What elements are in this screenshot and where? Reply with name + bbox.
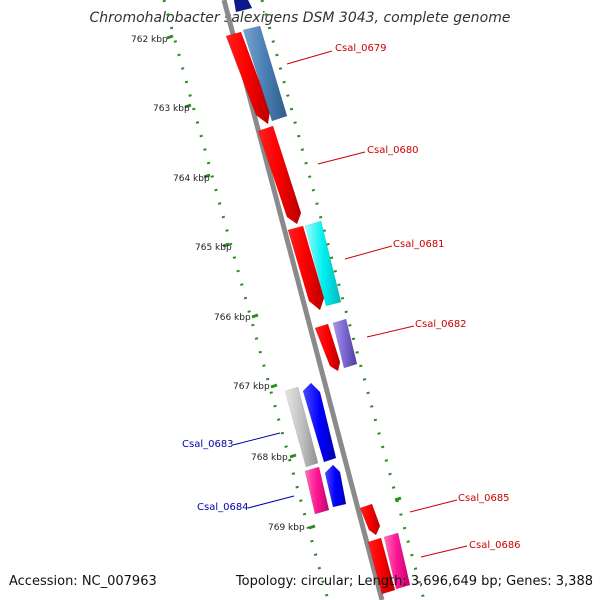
scale-tick (166, 34, 174, 40)
scale-track-dots-left (162, 0, 330, 600)
scale-ticks (166, 34, 402, 530)
gene-label-csal0679[interactable]: Csal_0679 (335, 43, 387, 54)
accession-label: Accession: NC_007963 (9, 574, 157, 589)
scale-tick (289, 453, 297, 459)
gene-arrow-top-navy (233, 0, 253, 13)
gene-label-csal0686[interactable]: Csal_0686 (469, 540, 521, 551)
gene-label-csal0680[interactable]: Csal_0680 (367, 145, 419, 156)
kbp-label: 766 kbp (214, 313, 251, 323)
gene-label-csal0685[interactable]: Csal_0685 (458, 493, 510, 504)
gene-arrow-csal0685-red (359, 503, 381, 536)
gene-label-csal0682[interactable]: Csal_0682 (415, 319, 467, 330)
kbp-label: 764 kbp (173, 174, 210, 184)
label-line-csal0684 (247, 495, 295, 509)
label-line-csal0680 (317, 151, 366, 165)
label-line-csal0679 (286, 50, 333, 65)
label-line-csal0683 (232, 432, 281, 446)
gene-arrow-blue (302, 382, 337, 463)
scale-track-dots-right (260, 0, 426, 600)
kbp-label: 765 kbp (195, 243, 232, 253)
gene-arrow-blue-small (324, 464, 347, 508)
kbp-label: 768 kbp (251, 453, 288, 463)
scale-tick (184, 103, 192, 109)
label-line-csal0682 (366, 325, 415, 338)
gene-arrow-csal0684-pink (304, 466, 330, 515)
scale-tick (394, 496, 402, 502)
kbp-label: 763 kbp (153, 104, 190, 114)
kbp-label: 767 kbp (233, 382, 270, 392)
scale-tick (270, 383, 278, 389)
gene-arrow-csal0680-red (257, 125, 302, 225)
gene-arrow-csal0686-red (367, 537, 396, 595)
kbp-labels: 762 kbp 763 kbp 764 kbp 765 kbp 766 kbp … (131, 35, 305, 533)
gene-arrow-csal0686-pink (383, 532, 411, 590)
label-line-csal0681 (344, 245, 393, 260)
gene-label-csal0684[interactable]: Csal_0684 (197, 502, 249, 513)
gene-label-csal0681[interactable]: Csal_0681 (393, 239, 445, 250)
gene-label-csal0683[interactable]: Csal_0683 (182, 439, 234, 450)
gene-arrow-csal0681-red (287, 225, 325, 311)
gene-features (225, 0, 411, 595)
kbp-label: 762 kbp (131, 35, 168, 45)
scale-tick (203, 173, 211, 179)
label-line-csal0685 (409, 499, 458, 513)
gene-arrow-csal0682-red (314, 323, 341, 372)
map-title: Chromohalobacter salexigens DSM 3043, co… (89, 10, 511, 26)
genome-stats-label: Topology: circular; Length: 3,696,649 bp… (235, 574, 593, 589)
scale-tick (251, 313, 259, 319)
scale-tick (308, 524, 316, 530)
gene-arrow-cyan (304, 220, 342, 307)
gene-label-lines (232, 50, 468, 558)
gene-arrow-purple (332, 318, 358, 369)
gene-arrow-csal0683-gray (284, 386, 319, 468)
kbp-label: 769 kbp (268, 523, 305, 533)
gene-arrow-steel (242, 25, 288, 122)
scale-tick (222, 242, 230, 248)
label-line-csal0686 (420, 545, 468, 558)
gene-labels: Csal_0679 Csal_0680 Csal_0681 Csal_0682 … (182, 43, 521, 551)
gene-arrow-csal0679-red (225, 31, 271, 125)
